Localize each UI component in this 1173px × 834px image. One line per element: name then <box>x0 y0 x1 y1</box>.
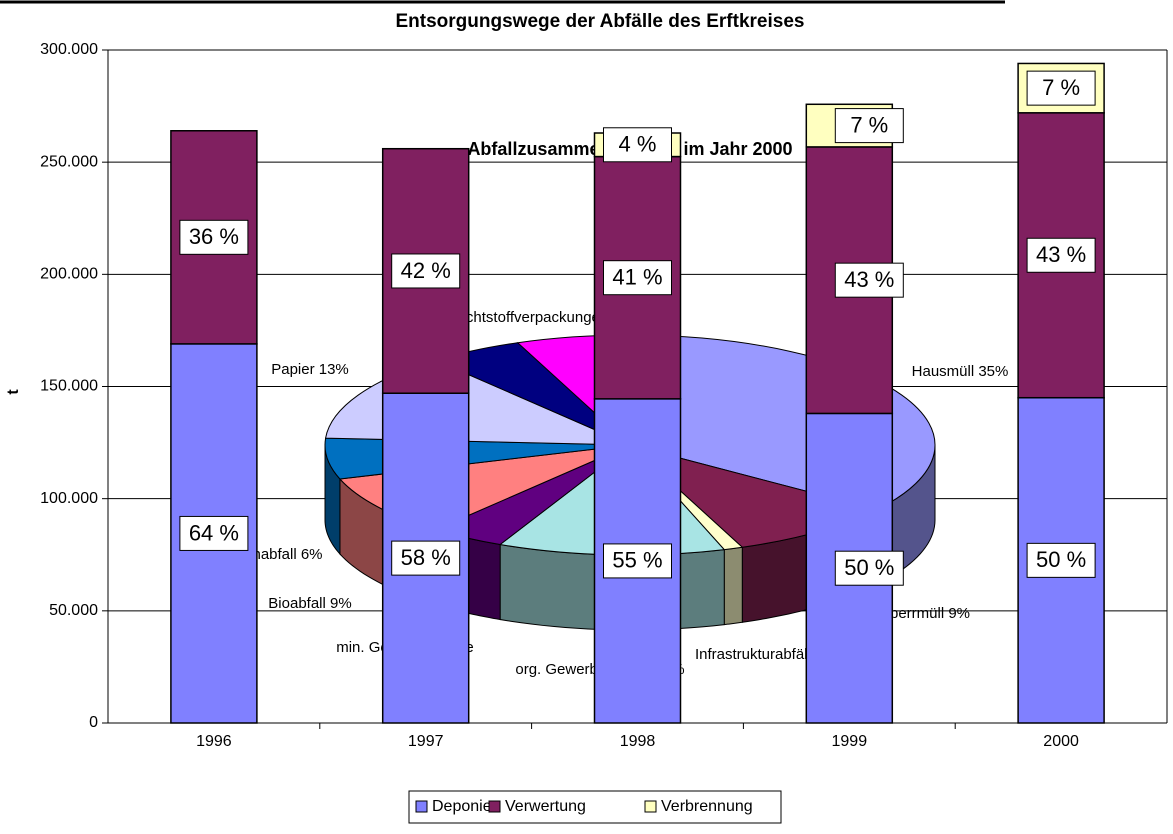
share-label-box <box>1026 542 1096 578</box>
legend-swatch <box>488 800 501 813</box>
share-label: 4 % <box>619 132 657 157</box>
legend-label: Deponie <box>432 798 492 815</box>
share-label: 7 % <box>850 112 888 137</box>
pie-label: Sperrmüll 9% <box>880 605 970 622</box>
chart-title: Entsorgungswege der Abfälle des Erftkrei… <box>396 11 805 32</box>
share-label-box <box>179 219 249 255</box>
share-label: 50 % <box>1036 547 1086 572</box>
pie-label: Hausmüll 35% <box>912 363 1009 380</box>
y-tick-label: 100.000 <box>40 490 98 507</box>
y-tick-label: 150.000 <box>40 378 98 395</box>
share-label: 42 % <box>401 258 451 283</box>
share-label: 64 % <box>189 520 239 545</box>
pie-label: Papier 13% <box>271 361 349 378</box>
share-label-box <box>834 108 904 144</box>
y-tick-label: 0 <box>89 714 98 731</box>
share-label-box <box>834 262 904 298</box>
share-label: 41 % <box>612 265 662 290</box>
share-label: 50 % <box>844 555 894 580</box>
x-tick-label: 1997 <box>408 733 444 750</box>
x-tick-label: 1998 <box>620 733 656 750</box>
share-label: 43 % <box>844 267 894 292</box>
legend-label: Verwertung <box>505 798 586 815</box>
y-tick-label: 300.000 <box>40 41 98 58</box>
legend-swatch <box>644 800 657 813</box>
y-axis-label: t <box>5 389 22 395</box>
share-label: 58 % <box>401 545 451 570</box>
y-tick-label: 200.000 <box>40 266 98 283</box>
share-label-box <box>603 127 672 163</box>
legend-swatch <box>415 800 428 813</box>
share-label: 55 % <box>612 548 662 573</box>
share-label: 36 % <box>189 224 239 249</box>
x-tick-label: 2000 <box>1043 733 1079 750</box>
share-label: 43 % <box>1036 242 1086 267</box>
share-label: 7 % <box>1042 75 1080 100</box>
y-tick-label: 250.000 <box>40 153 98 170</box>
share-label-box <box>603 543 672 579</box>
legend-box <box>408 790 782 824</box>
y-tick-label: 50.000 <box>49 602 98 619</box>
pie-label: Leichtstoffverpackungen 6% <box>446 309 634 326</box>
share-label-box <box>179 515 249 551</box>
share-label-box <box>1026 237 1096 273</box>
share-label-box <box>834 550 904 586</box>
x-tick-label: 1996 <box>196 733 232 750</box>
pie-side <box>723 546 743 626</box>
share-label-box <box>391 253 461 289</box>
share-label-box <box>603 260 672 296</box>
pie-label: Bioabfall 9% <box>268 595 351 612</box>
share-label-box <box>1026 70 1096 106</box>
share-label-box <box>391 540 461 576</box>
x-tick-label: 1999 <box>832 733 868 750</box>
legend-label: Verbrennung <box>661 798 753 815</box>
